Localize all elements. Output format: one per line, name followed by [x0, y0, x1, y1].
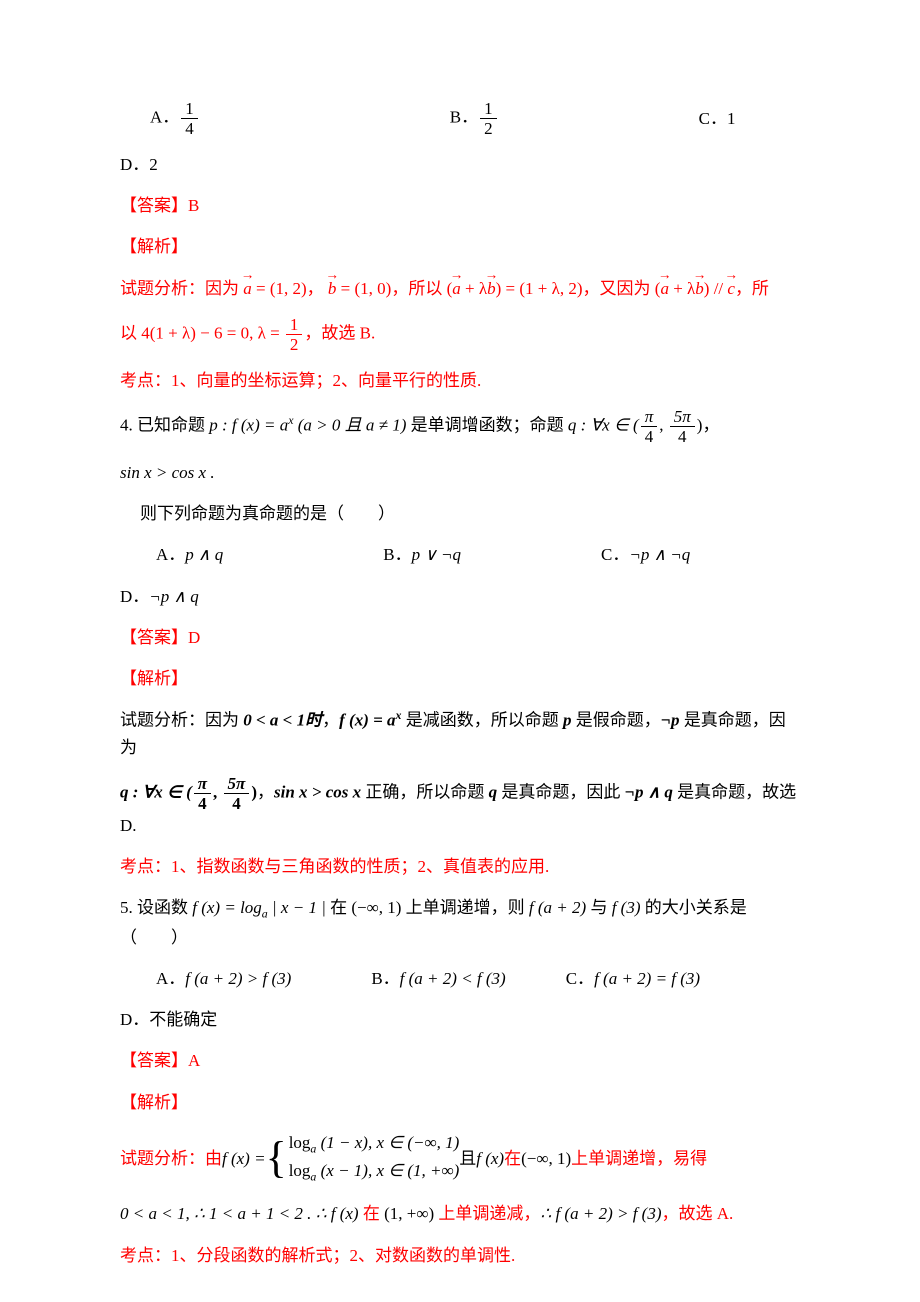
q4-stem-line1: 4. 已知命题 p : f (x) = ax (a > 0 且 a ≠ 1) 是…	[120, 408, 800, 445]
q5-opt-a: A．f (a + 2) > f (3)	[120, 965, 291, 992]
q5-opt-d: D．不能确定	[120, 1006, 800, 1033]
q5-opt-c: C．f (a + 2) = f (3)	[566, 965, 700, 992]
q4-opt-a: A．p ∧ q	[120, 541, 223, 568]
q4-explain-label: 【解析】	[120, 665, 800, 692]
q5-kaodian: 考点：1、分段函数的解析式；2、对数函数的单调性.	[120, 1242, 800, 1269]
q5-options-row1: A．f (a + 2) > f (3) B．f (a + 2) < f (3) …	[120, 965, 800, 992]
answer-value: B	[188, 196, 199, 215]
q5-stem: 5. 设函数 f (x) = loga | x − 1 | 在 (−∞, 1) …	[120, 894, 800, 951]
q3-opt-a: A．14	[150, 100, 200, 137]
q5-opt-b: B．f (a + 2) < f (3)	[371, 965, 505, 992]
q3-explain-label: 【解析】	[120, 233, 800, 260]
q5-explain-line2: 0 < a < 1, ∴ 1 < a + 1 < 2 . ∴ f (x) 在 (…	[120, 1200, 800, 1227]
q4-kaodian: 考点：1、指数函数与三角函数的性质；2、真值表的应用.	[120, 853, 800, 880]
q3-explain-line2: 以 4(1 + λ) − 6 = 0, λ = 12，故选 B.	[120, 316, 800, 353]
q3-answer: 【答案】B	[120, 192, 800, 219]
opt-label: A．	[150, 107, 179, 126]
q3-explain-line1: 试题分析：因为 a = (1, 2)， b = (1, 0)，所以 (a + λ…	[120, 275, 800, 302]
q4-answer: 【答案】D	[120, 624, 800, 651]
q4-explain-line1: 试题分析：因为 0 < a < 1时，f (x) = ax 是减函数，所以命题 …	[120, 706, 800, 761]
q4-options-row1: A．p ∧ q B．p ∨ ¬q C．¬p ∧ ¬q	[120, 541, 800, 568]
q4-opt-d: D．¬p ∧ q	[120, 583, 800, 610]
q3-opt-d: D．2	[120, 151, 800, 178]
fraction: 12	[480, 100, 497, 137]
fraction: 14	[181, 100, 198, 137]
q5-explain-line1: 试题分析：由 f (x) = { loga (1 − x), x ∈ (−∞, …	[120, 1130, 800, 1187]
answer-label: 【答案】	[120, 196, 188, 215]
q5-explain-label: 【解析】	[120, 1089, 800, 1116]
q4-opt-b: B．p ∨ ¬q	[383, 541, 461, 568]
q3-opt-c: C．1	[699, 105, 736, 132]
q4-explain-line2: q : ∀x ∈ (π4, 5π4)，sin x > cos x 正确，所以命题…	[120, 775, 800, 839]
q4-opt-c: C．¬p ∧ ¬q	[601, 541, 690, 568]
opt-label: B．	[450, 107, 478, 126]
q3-options-row1: A．14 B．12 C．1	[120, 100, 800, 137]
q4-stem-line2: sin x > cos x .	[120, 459, 800, 486]
q3-kaodian: 考点：1、向量的坐标运算；2、向量平行的性质.	[120, 367, 800, 394]
piecewise: { loga (1 − x), x ∈ (−∞, 1) loga (x − 1)…	[266, 1130, 460, 1187]
q4-stem-line3: 则下列命题为真命题的是（ ）	[120, 500, 800, 527]
q5-answer: 【答案】A	[120, 1047, 800, 1074]
left-brace: {	[266, 1138, 287, 1178]
q3-opt-b: B．12	[450, 100, 499, 137]
